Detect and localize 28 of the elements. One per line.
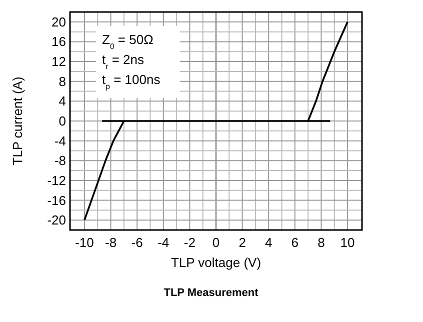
y-tick-label: -16 <box>47 192 66 208</box>
y-tick-label: 4 <box>58 94 66 109</box>
annotation: t$_{r}$ = 2ns <box>102 52 145 70</box>
x-tick-label: 8 <box>318 235 325 250</box>
y-tick-label: 20 <box>52 14 66 30</box>
x-tick-label: -10 <box>75 235 94 250</box>
y-tick-label: 12 <box>52 54 66 70</box>
y-tick-label: 0 <box>58 114 66 128</box>
y-tick-label: -12 <box>47 172 66 188</box>
x-tick-label: -8 <box>104 235 117 250</box>
x-tick-label: -4 <box>158 235 170 250</box>
annotation: Z$_{0}$ = 50Ω <box>102 32 154 50</box>
x-tick-label: 4 <box>264 235 272 250</box>
x-tick-label: 10 <box>340 235 355 250</box>
x-tick-label: 2 <box>238 235 246 250</box>
x-tick-label: 6 <box>291 235 299 250</box>
y-tick-label: -20 <box>47 212 66 228</box>
y-tick-label: -4 <box>54 133 66 148</box>
x-axis-title: TLP voltage (V) <box>170 255 262 270</box>
y-tick-label: -8 <box>54 153 66 168</box>
y-axis-title: TLP current (A) <box>10 76 25 166</box>
text: TLP Measurement <box>164 287 259 299</box>
y-tick-label: 8 <box>58 74 66 89</box>
annotation: t$_{p}$ = 100ns <box>102 72 161 90</box>
x-tick-label: -6 <box>131 235 143 250</box>
y-tick-label: 16 <box>52 34 66 50</box>
x-tick-label: -2 <box>184 235 196 250</box>
x-tick-label: 0 <box>212 235 220 250</box>
